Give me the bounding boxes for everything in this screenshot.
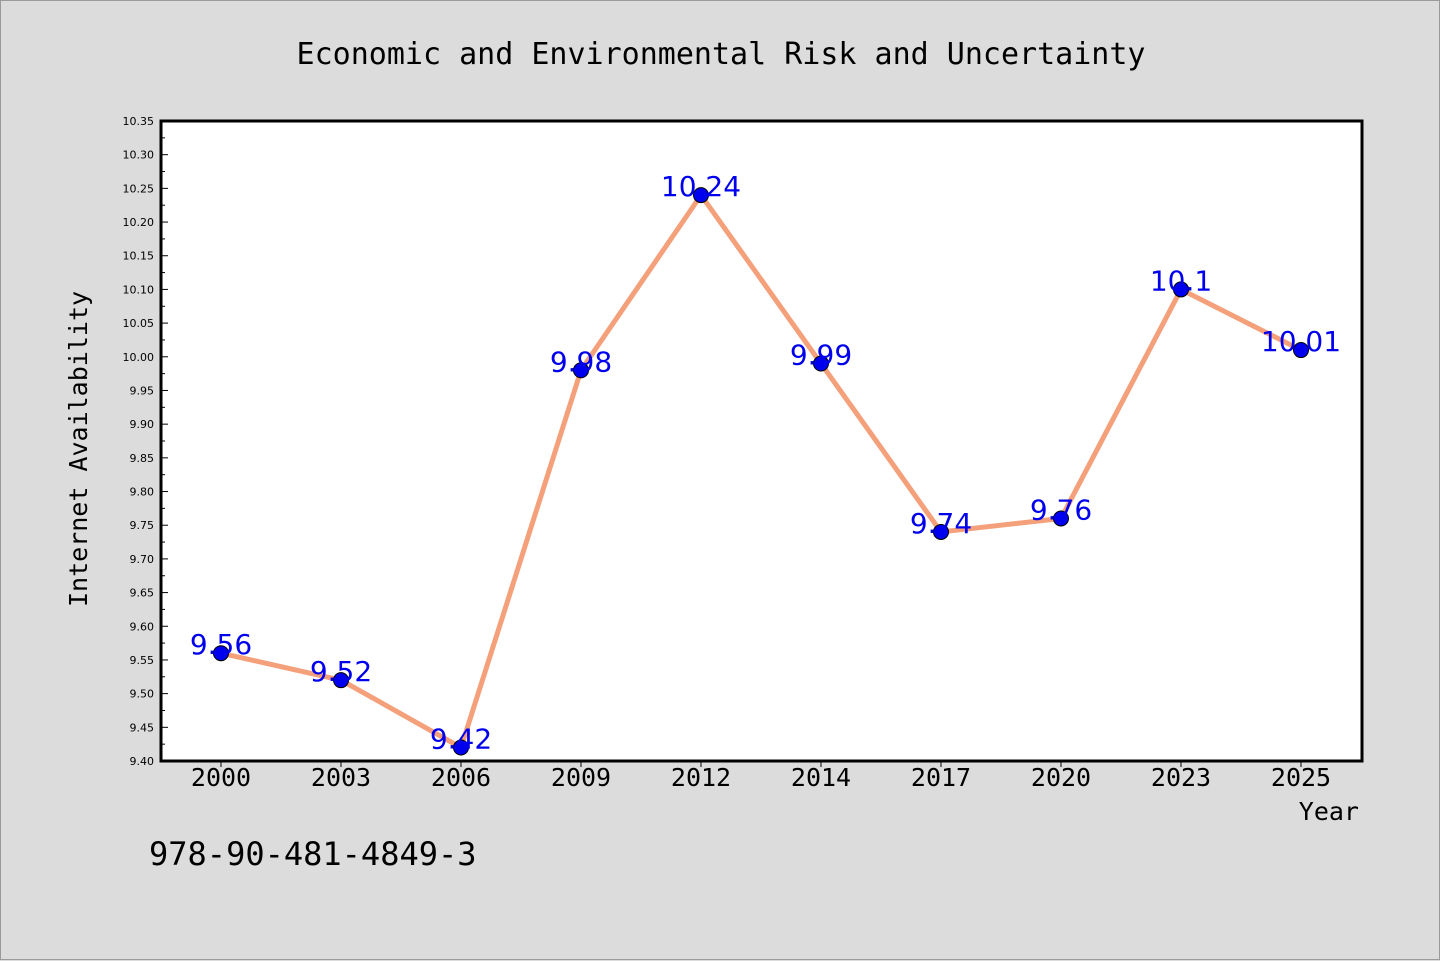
data-point	[1173, 281, 1189, 298]
data-point	[453, 739, 469, 756]
data-label: 9.99	[790, 339, 852, 372]
y-tick-label: 10.25	[123, 182, 155, 195]
y-tick-label: 9.55	[130, 654, 155, 667]
chart-title: Economic and Environmental Risk and Unce…	[297, 37, 1146, 72]
y-tick-label: 9.45	[130, 721, 155, 734]
y-tick-label: 9.65	[130, 587, 155, 600]
y-tick-label: 9.70	[130, 553, 155, 566]
x-tick-label: 2009	[551, 763, 611, 792]
x-tick-label: 2000	[191, 763, 251, 792]
y-axis: 9.40 9.45 9.50 9.55 9.60 9.65 9.70 9.75 9.80 9.85…	[123, 115, 168, 768]
x-tick-label: 2020	[1031, 763, 1091, 792]
y-tick-label: 9.85	[130, 452, 155, 465]
y-axis-label: Internet Availability	[64, 291, 93, 607]
data-point	[573, 362, 589, 379]
data-point	[1293, 342, 1309, 359]
data-label: 9.76	[1030, 493, 1092, 526]
x-tick-label: 2012	[671, 763, 731, 792]
y-tick-label: 9.50	[130, 688, 155, 701]
data-label: 9.56	[190, 628, 252, 661]
series-line-segment	[218, 650, 344, 683]
x-tick-label: 2025	[1271, 763, 1331, 792]
series-line-group	[218, 192, 1304, 751]
data-point	[693, 187, 709, 204]
data-label: 10.01	[1261, 325, 1341, 358]
marker-group	[213, 187, 1309, 756]
y-tick-label: 10.20	[123, 216, 155, 229]
y-tick-label: 10.10	[123, 283, 155, 296]
y-tick-label: 10.05	[123, 317, 155, 330]
y-tick-label: 9.95	[130, 384, 155, 397]
series-line-segment	[1178, 286, 1304, 353]
series-line-segment	[818, 361, 944, 535]
data-point	[933, 523, 949, 540]
y-tick-label: 9.40	[130, 755, 155, 768]
data-point	[813, 355, 829, 372]
y-tick-label: 9.90	[130, 418, 155, 431]
x-tick-label: 2014	[791, 763, 851, 792]
data-label: 9.52	[310, 655, 372, 688]
data-label: 9.42	[430, 723, 492, 756]
series-line-segment	[458, 367, 584, 751]
data-point	[213, 645, 229, 662]
x-tick-label: 2006	[431, 763, 491, 792]
data-label: 10.1	[1150, 264, 1212, 297]
y-tick-label: 9.80	[130, 486, 155, 499]
plot-area	[159, 119, 1364, 763]
y-tick-label: 10.00	[123, 351, 155, 364]
series-line-segment	[938, 515, 1064, 535]
data-point	[333, 672, 349, 689]
data-point	[1053, 510, 1069, 527]
series-line-segment	[1058, 286, 1184, 521]
series-line-segment	[338, 677, 464, 751]
series-line-segment	[698, 192, 824, 367]
y-tick-label: 9.75	[130, 519, 155, 532]
data-label: 9.74	[910, 507, 972, 540]
x-axis-label: Year	[1299, 797, 1359, 826]
y-tick-label: 10.15	[123, 250, 155, 263]
data-label-group: 9.56 9.52 9.42 9.98 10.24 9.99 9.74 9.76 10.1 10.…	[190, 170, 1341, 755]
x-tick-label: 2017	[911, 763, 971, 792]
x-tick-label: 2023	[1151, 763, 1211, 792]
footer-identifier: 978-90-481-4849-3	[149, 835, 477, 873]
y-tick-label: 10.35	[123, 115, 155, 128]
x-axis: 2000 2003 2006 2009 2012 2014 2017 2020 2023 2025	[191, 761, 1331, 792]
y-tick-label: 10.30	[123, 149, 155, 162]
y-tick-label: 9.60	[130, 620, 155, 633]
data-label: 9.98	[550, 345, 612, 378]
series-line-segment	[578, 192, 704, 373]
data-label: 10.24	[661, 170, 741, 203]
x-tick-label: 2003	[311, 763, 371, 792]
